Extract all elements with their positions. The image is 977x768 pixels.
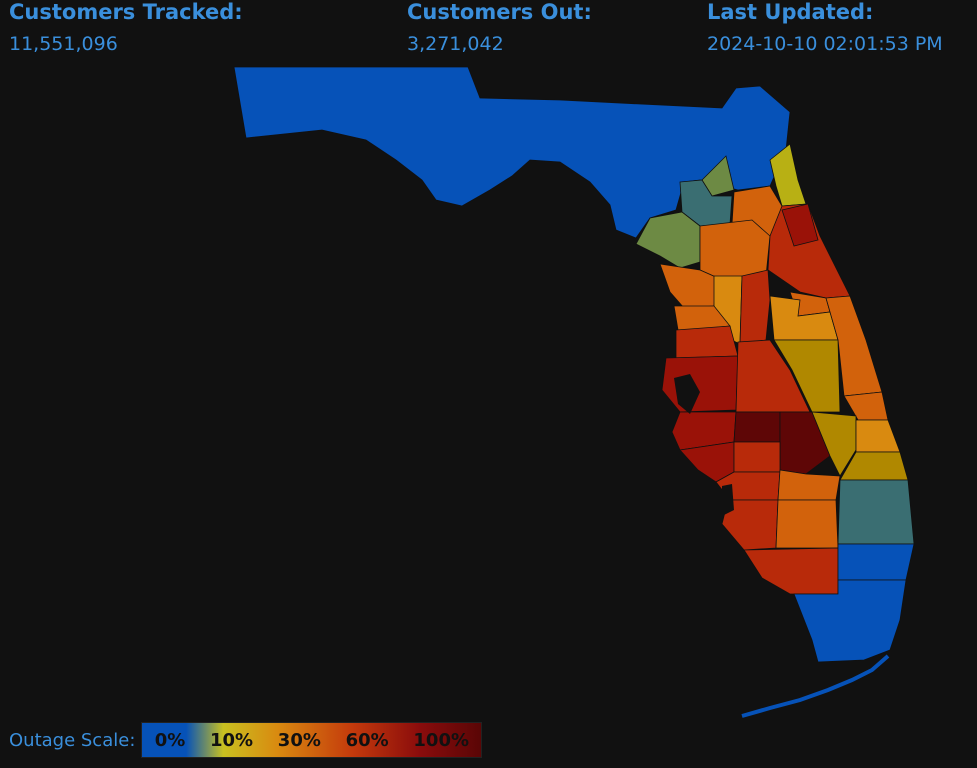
county-hardee[interactable] xyxy=(733,411,781,443)
county-hendry[interactable] xyxy=(775,499,839,549)
last-updated-stat: Last Updated: 2024-10-10 02:01:53 PM xyxy=(707,0,943,56)
scale-stop-0: 0% xyxy=(154,729,186,751)
county-lee[interactable] xyxy=(721,499,779,551)
county-polk[interactable] xyxy=(735,339,811,413)
county-okeechobee[interactable] xyxy=(811,411,857,477)
scale-stop-100: 100% xyxy=(413,729,469,751)
florida-keys xyxy=(741,654,890,718)
county-desoto[interactable] xyxy=(733,441,781,473)
charlotte-harbor xyxy=(722,484,734,516)
county-pinellas-hillsborough[interactable] xyxy=(661,355,739,413)
customers-tracked-stat: Customers Tracked: 11,551,096 xyxy=(9,0,243,56)
county-osceola[interactable] xyxy=(773,339,841,413)
outage-scale-legend: Outage Scale: 0% 10% 30% 60% 100% xyxy=(9,722,483,758)
county-lake[interactable] xyxy=(739,269,771,345)
county-pasco[interactable] xyxy=(675,325,739,359)
customers-out-stat: Customers Out: 3,271,042 xyxy=(407,0,592,56)
florida-outage-map xyxy=(233,66,915,718)
last-updated-label: Last Updated: xyxy=(707,0,874,24)
scale-stop-60: 60% xyxy=(345,729,389,751)
customers-out-label: Customers Out: xyxy=(407,0,592,24)
county-stlucie[interactable] xyxy=(855,419,901,453)
last-updated-value: 2024-10-10 02:01:53 PM xyxy=(707,33,943,55)
customers-tracked-value: 11,551,096 xyxy=(9,33,118,55)
county-glades[interactable] xyxy=(777,469,841,501)
county-levy[interactable] xyxy=(635,211,701,269)
county-panhandle[interactable] xyxy=(233,66,791,239)
county-miami-dade[interactable] xyxy=(793,579,907,663)
county-palm-beach[interactable] xyxy=(837,479,915,545)
outage-scale-bar: 0% 10% 30% 60% 100% xyxy=(141,722,483,758)
customers-out-value: 3,271,042 xyxy=(407,33,504,55)
scale-stop-30: 30% xyxy=(277,729,321,751)
tampa-bay xyxy=(674,374,700,414)
scale-stop-10: 10% xyxy=(210,729,254,751)
county-marion[interactable] xyxy=(699,219,771,279)
county-collier[interactable] xyxy=(743,547,839,595)
county-broward[interactable] xyxy=(837,543,915,581)
outage-scale-label: Outage Scale: xyxy=(9,729,136,751)
customers-tracked-label: Customers Tracked: xyxy=(9,0,243,24)
county-flagler[interactable] xyxy=(781,203,819,247)
